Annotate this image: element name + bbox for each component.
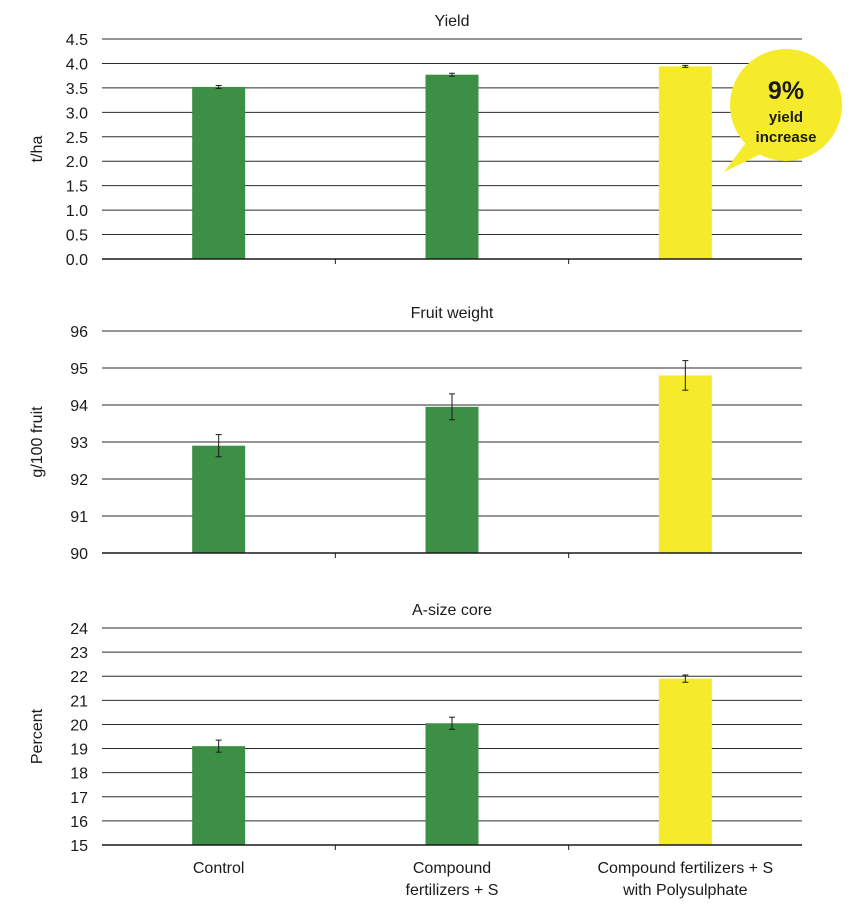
y-tick-label: 96: [70, 324, 88, 341]
x-tick-label: fertilizers + S: [406, 882, 499, 899]
y-tick-label: 0.0: [66, 252, 88, 269]
callout-text: yield: [769, 109, 803, 126]
y-axis-label: g/100 fruit: [29, 406, 46, 478]
y-tick-label: 24: [70, 621, 88, 638]
y-tick-label: 2.0: [66, 154, 88, 171]
y-tick-label: 3.0: [66, 105, 88, 122]
y-tick-label: 15: [70, 838, 88, 855]
x-tick-label: with Polysulphate: [622, 882, 748, 899]
callout-text: increase: [756, 129, 817, 146]
bar: [192, 86, 246, 260]
y-tick-label: 20: [70, 717, 88, 734]
y-tick-label: 19: [70, 742, 88, 759]
bar: [425, 723, 479, 845]
y-tick-label: 90: [70, 546, 88, 563]
y-tick-label: 94: [70, 398, 88, 415]
y-tick-label: 0.5: [66, 228, 88, 245]
y-tick-label: 93: [70, 435, 88, 452]
y-tick-label: 21: [70, 693, 88, 710]
callout-bubble: [730, 49, 842, 161]
y-tick-label: 95: [70, 361, 88, 378]
y-tick-label: 22: [70, 669, 88, 686]
y-tick-label: 16: [70, 814, 88, 831]
chart-title: Fruit weight: [411, 305, 494, 322]
y-tick-label: 4.0: [66, 56, 88, 73]
x-tick-label: Compound: [413, 860, 491, 877]
bar: [658, 66, 712, 259]
x-tick-label: Compound fertilizers + S: [598, 860, 774, 877]
chart-title: A-size core: [412, 602, 492, 619]
chart-title: Yield: [435, 13, 470, 30]
y-tick-label: 3.5: [66, 81, 88, 98]
y-tick-label: 1.5: [66, 179, 88, 196]
bar: [192, 445, 246, 553]
bar: [425, 74, 479, 259]
y-tick-label: 2.5: [66, 130, 88, 147]
y-tick-label: 1.0: [66, 203, 88, 220]
callout-value: 9%: [768, 77, 804, 105]
bar: [425, 406, 479, 553]
y-axis-label: Percent: [29, 708, 46, 764]
y-tick-label: 18: [70, 766, 88, 783]
bar: [658, 375, 712, 553]
y-tick-label: 17: [70, 790, 88, 807]
bar: [192, 746, 246, 845]
y-tick-label: 91: [70, 509, 88, 526]
x-tick-label: Control: [193, 860, 245, 877]
y-tick-label: 23: [70, 645, 88, 662]
y-tick-label: 4.5: [66, 32, 88, 49]
y-axis-label: t/ha: [29, 136, 46, 163]
y-tick-label: 92: [70, 472, 88, 489]
bar: [658, 678, 712, 845]
